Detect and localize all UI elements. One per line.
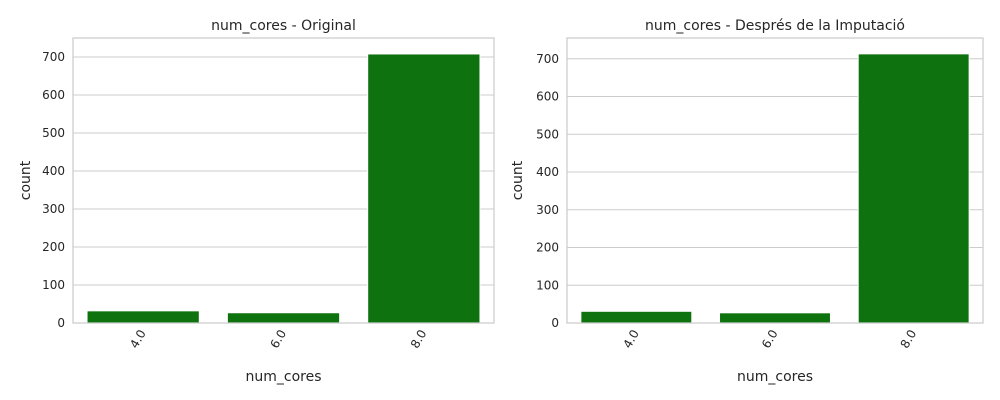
bars [580,53,970,324]
chart-title: num_cores - Després de la Imputació [645,18,905,34]
x-tick-label: 4.0 [127,327,149,351]
bar-8-0 [367,53,481,324]
x-tick-label: 6.0 [267,327,289,351]
y-tick-label: 600 [536,90,559,104]
y-tick-label: 600 [42,88,65,102]
plot-frame [566,37,984,324]
plot-frame [72,37,495,324]
chart-title: num_cores - Original [211,18,356,34]
y-tick-labels: 0 100 200 300 400 500 600 700 [536,52,559,330]
y-tick-label: 400 [536,165,559,179]
bars [86,53,481,324]
x-axis-label: num_cores [245,369,321,385]
y-tick-label: 400 [42,164,65,178]
y-tick-label: 700 [42,50,65,64]
bar-6-0 [719,312,831,324]
x-tick-labels: 4.0 6.0 8.0 [620,327,919,351]
y-tick-label: 700 [536,52,559,66]
y-tick-label: 100 [536,278,559,292]
y-axis-label: count [18,160,34,200]
y-tick-label: 200 [42,240,65,254]
y-tick-label: 0 [57,316,65,330]
y-tick-label: 100 [42,278,65,292]
chart-panel-imputed: num_cores - Després de la Imputació 0 100… [510,18,984,385]
bar-4-0 [580,310,693,324]
x-tick-label: 8.0 [408,327,430,351]
x-tick-label: 8.0 [898,327,920,351]
y-tick-label: 300 [42,202,65,216]
bar-6-0 [226,312,341,324]
y-tick-label: 500 [536,127,559,141]
bar-4-0 [86,310,200,324]
y-tick-labels: 0 100 200 300 400 500 600 700 [42,50,65,330]
x-tick-label: 6.0 [759,327,781,351]
bar-8-0 [857,53,970,324]
y-axis-label: count [510,160,526,200]
chart-panel-original: num_cores - Original 0 100 200 300 400 500 600… [18,18,495,385]
y-tick-label: 200 [536,241,559,255]
y-tick-label: 500 [42,126,65,140]
x-axis-label: num_cores [737,369,813,385]
y-tick-label: 0 [551,316,559,330]
y-tick-label: 300 [536,203,559,217]
grid-lines [73,56,494,286]
x-tick-labels: 4.0 6.0 8.0 [127,327,429,351]
x-tick-label: 4.0 [620,327,642,351]
